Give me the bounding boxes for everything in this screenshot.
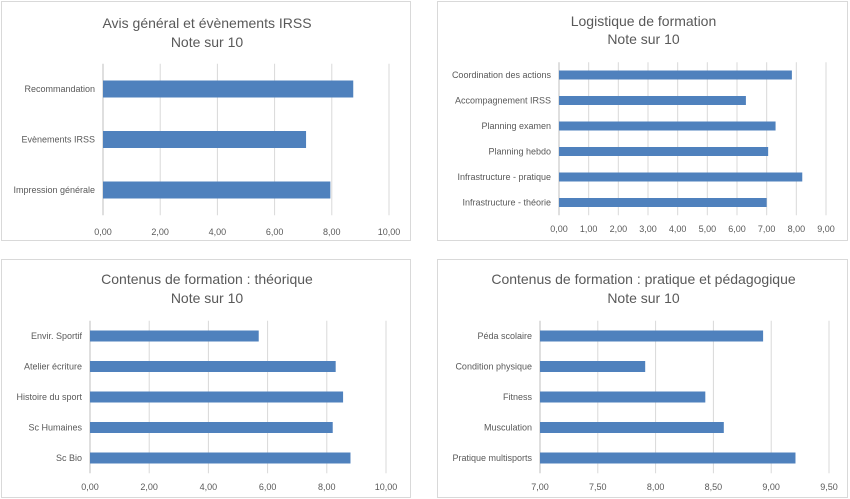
bar bbox=[90, 422, 333, 433]
bar bbox=[559, 121, 776, 131]
chart-subtitle: Note sur 10 bbox=[607, 31, 680, 47]
category-label: Condition physique bbox=[455, 362, 532, 372]
bar bbox=[540, 330, 764, 342]
category-label: Impression générale bbox=[13, 185, 95, 195]
bar bbox=[540, 452, 796, 464]
category-label: Planning examen bbox=[481, 121, 551, 131]
x-tick-label: 8,00 bbox=[323, 227, 341, 237]
bar bbox=[559, 70, 792, 80]
x-tick-label: 4,00 bbox=[200, 482, 218, 492]
category-label: Accompagnement IRSS bbox=[455, 96, 551, 106]
x-tick-label: 7,00 bbox=[758, 224, 776, 234]
chart-panel-contenus-theorique: Contenus de formation : théorique Note su… bbox=[1, 259, 411, 498]
category-label: Envir. Sportif bbox=[31, 331, 83, 341]
bar bbox=[90, 391, 344, 403]
x-tick-label: 8,50 bbox=[705, 482, 723, 492]
bar bbox=[90, 361, 336, 372]
category-label: Recommandation bbox=[24, 84, 95, 94]
category-label: Coordination des actions bbox=[452, 70, 552, 80]
bar bbox=[90, 452, 351, 464]
x-tick-label: 7,50 bbox=[589, 482, 607, 492]
x-tick-label: 0,00 bbox=[94, 227, 112, 237]
x-tick-label: 6,00 bbox=[266, 227, 284, 237]
chart-svg: Contenus de formation : pratique et péda… bbox=[452, 271, 838, 492]
x-tick-label: 8,00 bbox=[788, 224, 806, 234]
chart-title: Logistique de formation bbox=[571, 13, 717, 29]
bar bbox=[540, 391, 706, 403]
bar bbox=[103, 181, 331, 199]
bar bbox=[540, 361, 646, 372]
x-tick-label: 0,00 bbox=[550, 224, 568, 234]
chart-panel-logistique: Logistique de formation Note sur 10 0,00 1,… bbox=[437, 1, 848, 241]
chart-panel-contenus-pratique: Contenus de formation : pratique et péda… bbox=[437, 259, 848, 498]
category-label: Evènements IRSS bbox=[21, 135, 95, 145]
chart-svg: Logistique de formation Note sur 10 0,00 1,… bbox=[452, 13, 835, 234]
category-label: Atelier écriture bbox=[24, 362, 82, 372]
bar bbox=[90, 330, 259, 342]
x-tick-label: 10,00 bbox=[375, 482, 398, 492]
x-tick-label: 2,00 bbox=[610, 224, 628, 234]
category-label: Péda scolaire bbox=[477, 331, 532, 341]
category-label: Fitness bbox=[503, 392, 533, 402]
x-tick-label: 2,00 bbox=[140, 482, 158, 492]
category-label: Infrastructure - pratique bbox=[457, 172, 551, 182]
category-label: Infrastructure - théorie bbox=[462, 198, 551, 208]
x-tick-label: 3,00 bbox=[639, 224, 657, 234]
x-tick-label: 1,00 bbox=[580, 224, 598, 234]
x-tick-label: 9,00 bbox=[762, 482, 780, 492]
x-tick-label: 9,50 bbox=[820, 482, 838, 492]
bar bbox=[559, 147, 769, 156]
bar bbox=[103, 131, 307, 148]
chart-subtitle: Note sur 10 bbox=[171, 290, 244, 306]
chart-title: Contenus de formation : théorique bbox=[101, 271, 313, 287]
bar bbox=[103, 80, 354, 98]
category-label: Planning hebdo bbox=[488, 147, 551, 157]
x-tick-label: 8,00 bbox=[647, 482, 665, 492]
x-tick-label: 7,00 bbox=[531, 482, 549, 492]
chart-svg: Avis général et évènements IRSS Note sur … bbox=[13, 15, 401, 237]
x-tick-label: 0,00 bbox=[81, 482, 99, 492]
category-label: Histoire du sport bbox=[16, 392, 82, 402]
bar bbox=[559, 172, 803, 182]
x-tick-label: 10,00 bbox=[378, 227, 401, 237]
x-tick-label: 5,00 bbox=[699, 224, 717, 234]
chart-title: Contenus de formation : pratique et péda… bbox=[491, 271, 796, 287]
chart-svg: Contenus de formation : théorique Note su… bbox=[16, 271, 398, 492]
chart-title: Avis général et évènements IRSS bbox=[102, 15, 311, 31]
x-tick-label: 8,00 bbox=[318, 482, 336, 492]
chart-subtitle: Note sur 10 bbox=[171, 34, 244, 50]
x-tick-label: 2,00 bbox=[151, 227, 169, 237]
x-tick-label: 9,00 bbox=[817, 224, 835, 234]
x-tick-label: 6,00 bbox=[259, 482, 277, 492]
category-label: Pratique multisports bbox=[452, 453, 532, 463]
bar bbox=[559, 198, 767, 207]
chart-subtitle: Note sur 10 bbox=[607, 290, 680, 306]
bar bbox=[540, 422, 724, 433]
x-tick-label: 6,00 bbox=[728, 224, 746, 234]
category-label: Musculation bbox=[484, 423, 532, 433]
chart-panel-avis-general: Avis général et évènements IRSS Note sur … bbox=[1, 1, 411, 241]
category-label: Sc Bio bbox=[56, 453, 82, 463]
x-tick-label: 4,00 bbox=[669, 224, 687, 234]
bar bbox=[559, 96, 746, 105]
x-tick-label: 4,00 bbox=[209, 227, 227, 237]
category-label: Sc Humaines bbox=[28, 423, 82, 433]
